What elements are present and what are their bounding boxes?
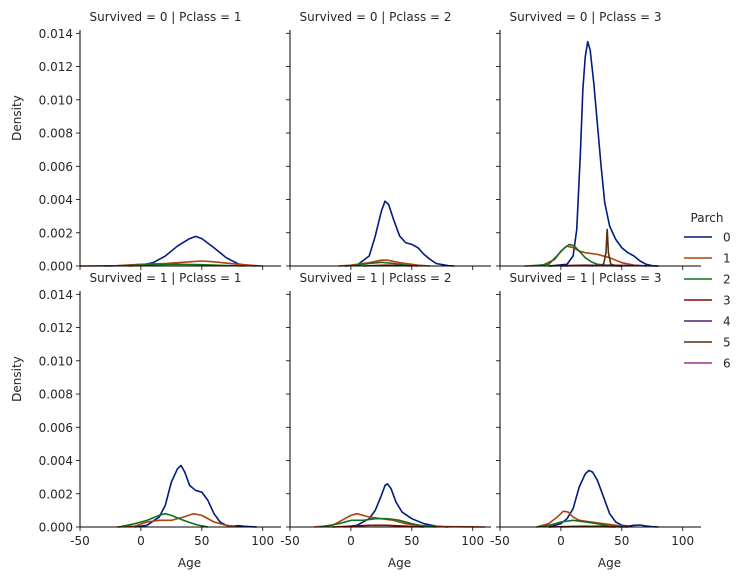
x-tick-label: 50 bbox=[194, 534, 209, 548]
legend-item: 1 bbox=[684, 252, 731, 266]
facet-title: Survived = 0 | Pclass = 3 bbox=[509, 10, 661, 24]
x-tick-label: 100 bbox=[461, 534, 484, 548]
legend-label: 3 bbox=[723, 294, 731, 308]
kde-line-parch-1 bbox=[524, 245, 647, 267]
legend-label: 5 bbox=[723, 336, 731, 350]
y-tick-label: 0.000 bbox=[39, 521, 73, 535]
facet-panels: 0.000 0.002 0.004 0.006 0.008 0.010 0.012 0.014… bbox=[10, 10, 701, 570]
facet-title: Survived = 1 | Pclass = 1 bbox=[89, 271, 241, 285]
x-tick-label: -50 bbox=[70, 534, 90, 548]
legend-label: 0 bbox=[723, 231, 731, 245]
x-tick-label: 50 bbox=[404, 534, 419, 548]
y-tick-label: 0.010 bbox=[39, 93, 73, 107]
x-axis-title: Age bbox=[388, 556, 411, 570]
kde-line-parch-2 bbox=[320, 517, 437, 528]
legend-item: 0 bbox=[684, 231, 731, 245]
x-tick-label: 50 bbox=[614, 534, 629, 548]
y-tick-label: 0.004 bbox=[39, 193, 73, 207]
x-tick-label: 0 bbox=[347, 534, 355, 548]
facet-panel: 0.000 0.002 0.004 0.006 0.008 0.010 0.012 0.014… bbox=[10, 10, 281, 274]
kde-line-parch-0 bbox=[548, 40, 659, 267]
legend-item: 4 bbox=[684, 315, 731, 329]
y-axis-title: Density bbox=[10, 95, 24, 141]
legend: Parch 0 1 2 3 4 5 6 bbox=[684, 211, 731, 371]
legend-title: Parch bbox=[691, 211, 724, 225]
facet-panel: -50 0 50 100 Survived = 1 | Pclass = 2 Age bbox=[280, 271, 491, 570]
facet-title: Survived = 0 | Pclass = 2 bbox=[299, 10, 451, 24]
y-tick-label: 0.002 bbox=[39, 226, 73, 240]
y-tick-label: 0.008 bbox=[39, 127, 73, 141]
y-tick-label: 0.014 bbox=[39, 288, 73, 302]
y-axis-title: Density bbox=[10, 356, 24, 402]
legend-item: 5 bbox=[684, 336, 731, 350]
x-axis-title: Age bbox=[598, 556, 621, 570]
facet-panel: Survived = 0 | Pclass = 2 bbox=[286, 10, 491, 270]
y-tick-label: 0.008 bbox=[39, 388, 73, 402]
legend-label: 6 bbox=[723, 357, 731, 371]
y-tick-label: 0.000 bbox=[39, 260, 73, 274]
legend-label: 4 bbox=[723, 315, 731, 329]
legend-label: 2 bbox=[723, 273, 731, 287]
kde-line-parch-3 bbox=[332, 524, 425, 528]
y-tick-label: 0.006 bbox=[39, 160, 73, 174]
y-tick-label: 0.014 bbox=[39, 27, 73, 41]
y-tick-label: 0.002 bbox=[39, 487, 73, 501]
y-tick-label: 0.012 bbox=[39, 60, 73, 74]
legend-item: 2 bbox=[684, 273, 731, 287]
kde-line-parch-2 bbox=[118, 512, 209, 528]
y-tick-label: 0.010 bbox=[39, 354, 73, 368]
facet-panel: -50 0 50 100 Survived = 1 | Pclass = 3 Age bbox=[490, 271, 701, 570]
y-tick-label: 0.004 bbox=[39, 454, 73, 468]
facet-title: Survived = 0 | Pclass = 1 bbox=[89, 10, 241, 24]
kde-line-parch-1 bbox=[536, 510, 629, 528]
facet-title: Survived = 1 | Pclass = 2 bbox=[299, 271, 451, 285]
x-tick-label: 100 bbox=[251, 534, 274, 548]
x-tick-label: -50 bbox=[280, 534, 300, 548]
y-tick-label: 0.006 bbox=[39, 421, 73, 435]
kde-line-parch-0 bbox=[548, 469, 659, 528]
kde-line-parch-1 bbox=[116, 512, 239, 528]
facet-panel: Survived = 0 | Pclass = 3 bbox=[496, 10, 701, 270]
facet-title: Survived = 1 | Pclass = 3 bbox=[509, 271, 661, 285]
kde-line-parch-5 bbox=[591, 228, 622, 267]
kde-line-parch-0 bbox=[344, 200, 455, 267]
legend-item: 6 bbox=[684, 357, 731, 371]
facet-panel: 0.000 0.002 0.004 0.006 0.008 0.010 0.012 0.014… bbox=[10, 271, 281, 570]
x-tick-label: -50 bbox=[490, 534, 510, 548]
legend-item: 3 bbox=[684, 294, 731, 308]
x-axis-title: Age bbox=[178, 556, 201, 570]
x-tick-label: 0 bbox=[137, 534, 145, 548]
x-tick-label: 0 bbox=[557, 534, 565, 548]
y-tick-label: 0.012 bbox=[39, 321, 73, 335]
legend-label: 1 bbox=[723, 252, 731, 266]
x-tick-label: 100 bbox=[671, 534, 694, 548]
